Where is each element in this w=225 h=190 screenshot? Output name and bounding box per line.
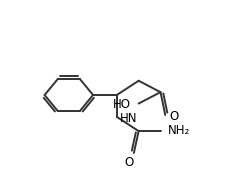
Text: NH₂: NH₂ — [167, 124, 189, 137]
Text: O: O — [124, 156, 133, 169]
Text: HN: HN — [120, 112, 137, 125]
Text: HO: HO — [112, 98, 130, 111]
Text: O: O — [168, 110, 178, 123]
